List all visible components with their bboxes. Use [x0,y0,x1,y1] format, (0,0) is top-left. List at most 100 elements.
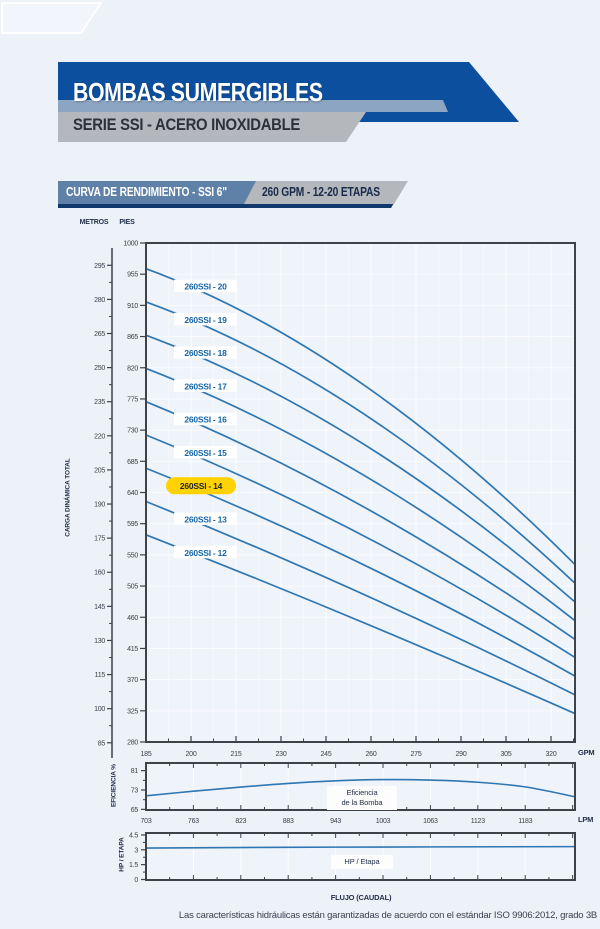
gpm-tick-label: 290 [456,751,467,758]
curve-label-bg [174,445,237,459]
pies-tick-label: 415 [127,646,138,653]
hp-y-tick-label: 1.5 [129,862,138,869]
gpm-tick-label: 320 [546,751,557,758]
main-chart: 260SSI - 20 260SSI - 19 260SSI - 18 260SSI … [94,241,576,758]
hp-curve-label: HP / Etapa [331,855,393,869]
eff-y-tick-label: 73 [131,788,139,795]
metros-tick-label: 235 [94,399,105,406]
efficiency-curve-label: Eficiencia de la Bomba [327,786,397,810]
gpm-tick-label: 305 [501,751,512,758]
curve-label-16: 260SSI - 16 [184,415,227,425]
curve-label-bg [174,512,237,526]
pies-tick-label: 280 [127,740,138,747]
metros-tick-label: 175 [94,536,105,543]
metros-axis-header: METROS [79,219,109,226]
lpm-tick-label: 763 [188,818,199,825]
pies-tick-label: 775 [127,396,138,403]
pies-tick-label: 865 [127,334,138,341]
metros-tick-label: 85 [98,740,106,747]
lpm-tick-label: 1183 [518,818,532,825]
pies-tick-label: 955 [127,272,138,279]
metros-tick-label: 145 [94,604,105,611]
lpm-tick-label: 823 [235,818,246,825]
steel-strip-shape [58,100,448,112]
section-chip-shadow [58,203,394,208]
section-chip-gray-shape [240,181,408,204]
page-subtitle: SERIE SSI - ACERO INOXIDABLE [73,116,301,134]
gpm-tick-label: 245 [321,751,332,758]
curve-label-20: 260SSI - 20 [184,282,227,292]
pies-tick-label: 685 [127,459,138,466]
metros-tick-label: 265 [94,331,105,338]
lpm-tick-label: 1123 [471,818,485,825]
hp-curve [145,845,576,849]
curve-label-bg [174,279,237,293]
curve-label-19: 260SSI - 19 [184,315,227,325]
lpm-tick-label: 1003 [376,818,391,825]
lpm-tick-label: 703 [141,818,152,825]
curve-label-bg [174,545,237,559]
lpm-tick-label: 1063 [423,818,438,825]
page-title: BOMBAS SUMERGIBLES [73,77,323,107]
header-graphics [1,1,519,208]
metros-tick-label: 190 [94,502,105,509]
corner-decoration-shape [1,1,103,34]
curve-label-bg [174,312,237,326]
curve-label-12: 260SSI - 12 [184,548,227,558]
gpm-tick-label: 185 [141,751,152,758]
pies-axis-header: PIES [119,219,135,226]
pump-curve-17 [145,367,576,622]
flujo-caudal-label: FLUJO (CAUDAL) [330,893,392,902]
curve-label-bg [174,412,237,426]
efficiency-label-line1: Eficiencia [346,788,378,797]
section-chip-blue-shape [58,181,256,204]
gpm-tick-label: 275 [411,751,422,758]
pies-tick-label: 505 [127,584,138,591]
curve-label-18: 260SSI - 18 [184,348,227,358]
section-title: CURVA DE RENDIMIENTO - SSI 6" [66,185,227,199]
metros-tick-label: 205 [94,467,105,474]
efficiency-label-line2: de la Bomba [341,798,383,807]
curve-label-bg [174,379,237,392]
footer-note: Las características hidráulicas están ga… [178,910,598,921]
curve-label-bg [174,346,237,359]
curve-label-13: 260SSI - 13 [184,515,227,525]
pies-tick-label: 640 [127,490,138,497]
lpm-tick-label: 943 [330,818,341,825]
pies-tick-label: 595 [127,521,138,528]
pies-tick-label: 820 [127,365,138,372]
metros-tick-label: 115 [95,672,106,679]
metros-tick-label: 280 [94,297,105,304]
pies-tick-label: 550 [127,552,138,559]
efficiency-plot-border [145,762,576,811]
eff-y-tick-label: 81 [131,768,139,775]
pump-curve-13 [145,500,576,696]
metros-tick-label: 130 [94,638,105,645]
hp-y-tick-label: 3 [134,847,138,854]
pump-curve-19 [145,301,576,584]
curve-label-15: 260SSI - 15 [184,448,227,458]
gpm-unit-label: GPM [578,748,595,757]
pump-curve-20 [145,267,576,566]
pies-tick-label: 910 [127,303,138,310]
pies-tick-label: 370 [127,677,138,684]
lpm-unit-label: LPM [578,815,594,824]
pump-curve-16 [145,400,576,641]
curve-label-17: 260SSI - 17 [184,381,227,391]
metros-tick-label: 220 [94,433,105,440]
pump-curve-18 [145,334,576,603]
gpm-tick-label: 200 [186,751,197,758]
hp-y-tick-label: 4.5 [129,832,138,839]
gpm-tick-label: 215 [231,751,242,758]
curve-label-14: 260SSI - 14 [180,481,223,491]
curve-label-highlight-bg [166,477,236,495]
pump-curve-15 [145,434,576,659]
hp-plot-border [145,832,576,881]
pies-tick-label: 325 [127,708,138,715]
lpm-tick-label: 883 [283,818,294,825]
section-range-label: 260 GPM - 12-20 ETAPAS [262,185,380,199]
pies-tick-label: 460 [127,615,138,622]
metros-tick-label: 250 [94,365,105,372]
